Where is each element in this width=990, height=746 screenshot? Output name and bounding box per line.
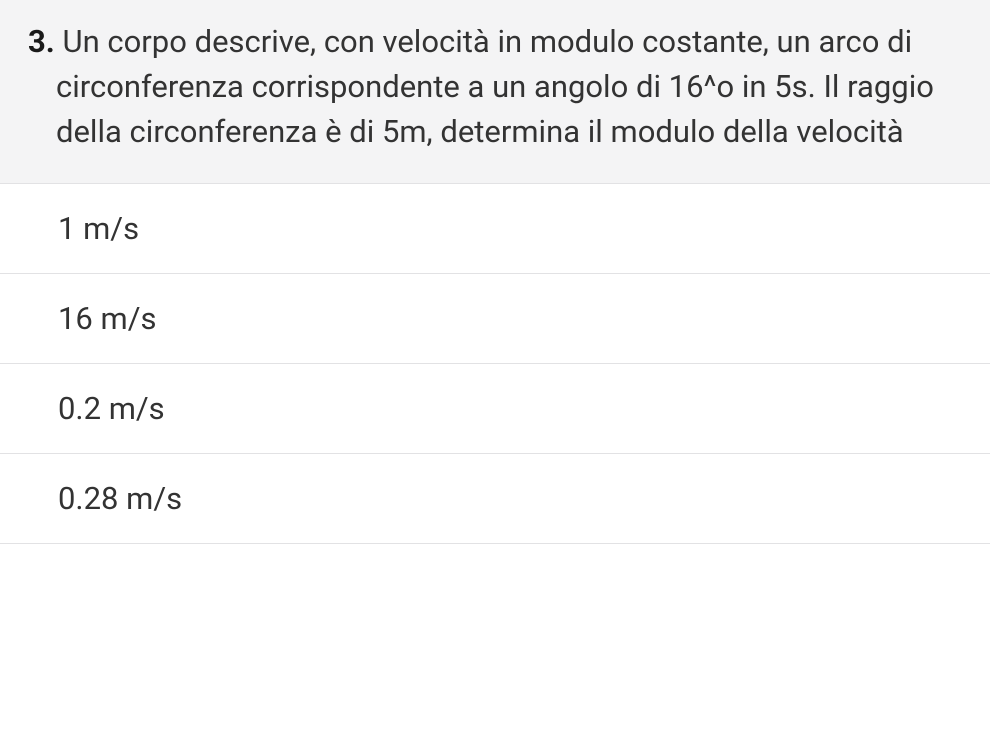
answer-option[interactable]: 0.2 m/s [0, 364, 990, 454]
question-body: Un corpo descrive, con velocità in modul… [56, 23, 934, 150]
answer-text: 1 m/s [58, 210, 139, 247]
question-header: 3. Un corpo descrive, con velocità in mo… [0, 0, 990, 184]
answer-text: 16 m/s [58, 300, 157, 337]
answer-text: 0.2 m/s [58, 390, 165, 427]
question-text: 3. Un corpo descrive, con velocità in mo… [28, 20, 962, 155]
question-number: 3. [28, 23, 55, 60]
answer-option[interactable]: 0.28 m/s [0, 454, 990, 544]
answer-text: 0.28 m/s [58, 480, 182, 517]
answer-option[interactable]: 1 m/s [0, 184, 990, 274]
answer-option[interactable]: 16 m/s [0, 274, 990, 364]
